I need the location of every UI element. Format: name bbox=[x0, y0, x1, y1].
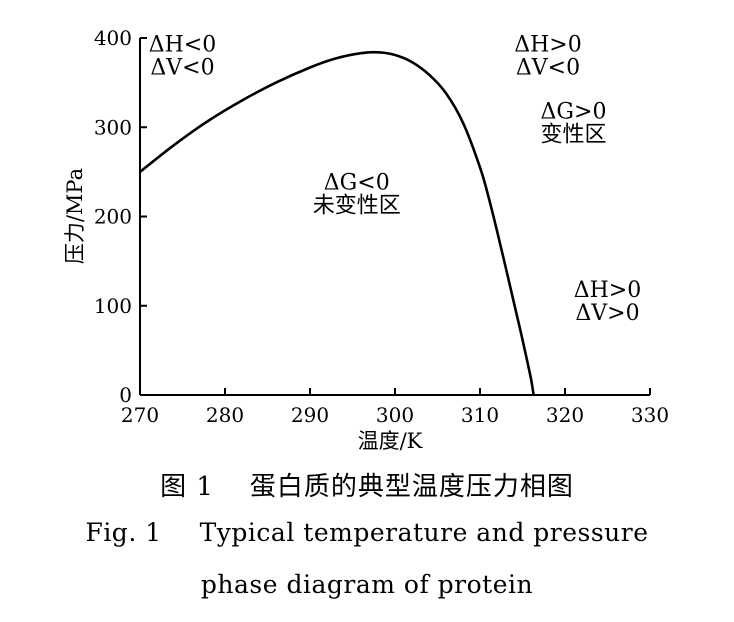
x-tick-label: 300 bbox=[376, 403, 414, 427]
x-tick-label: 270 bbox=[121, 403, 159, 427]
x-tick-label: 330 bbox=[631, 403, 669, 427]
y-axis-label: 压力/MPa bbox=[63, 168, 87, 264]
caption-cn-number: 图 1 bbox=[160, 472, 214, 502]
region-annotation: ΔH>0ΔV<0 bbox=[514, 32, 582, 80]
annotation-line: ΔV<0 bbox=[516, 55, 580, 80]
phase-boundary-curve bbox=[139, 50, 535, 396]
region-annotation: ΔH<0ΔV<0 bbox=[149, 32, 217, 80]
annotation-line: ΔG>0 bbox=[541, 99, 607, 124]
annotation-line: 变性区 bbox=[540, 122, 606, 147]
y-tick-label: 0 bbox=[119, 383, 132, 407]
annotation-line: ΔV<0 bbox=[150, 55, 214, 80]
figure-caption-english-line2: phase diagram of protein bbox=[0, 570, 734, 599]
annotation-line: ΔV>0 bbox=[575, 301, 639, 326]
annotation-line: ΔH>0 bbox=[574, 278, 642, 303]
annotation-line: ΔG<0 bbox=[324, 171, 390, 196]
phase-diagram-chart: 270 280 290 300 310 320 330 0 100 200 300 400 温度/K… bbox=[63, 26, 669, 453]
x-axis-label: 温度/K bbox=[358, 429, 423, 453]
x-tick-label: 280 bbox=[206, 403, 244, 427]
x-tick-label: 290 bbox=[291, 403, 329, 427]
region-annotation: ΔH>0ΔV>0 bbox=[574, 278, 642, 326]
figure-caption-chinese: 图 1 蛋白质的典型温度压力相图 bbox=[0, 466, 734, 503]
caption-cn-text: 蛋白质的典型温度压力相图 bbox=[249, 472, 574, 502]
annotation-line: ΔH>0 bbox=[514, 32, 582, 57]
annotation-line: 未变性区 bbox=[313, 194, 401, 219]
y-tick-label: 100 bbox=[94, 294, 132, 318]
x-tick-label: 310 bbox=[461, 403, 499, 427]
y-tick-label: 200 bbox=[94, 205, 132, 229]
figure-caption-english-line1: Fig. 1 Typical temperature and pressure bbox=[0, 518, 734, 547]
y-tick-label: 400 bbox=[94, 26, 132, 50]
caption-en-text-line1: Typical temperature and pressure bbox=[199, 518, 649, 547]
x-tick-label: 320 bbox=[546, 403, 584, 427]
caption-en-number: Fig. 1 bbox=[85, 518, 162, 547]
annotation-line: ΔH<0 bbox=[149, 32, 217, 57]
x-axis-ticks: 270 280 290 300 310 320 330 bbox=[121, 388, 669, 427]
y-tick-label: 300 bbox=[94, 115, 132, 139]
y-axis-ticks: 0 100 200 300 400 bbox=[94, 26, 147, 407]
caption-en-text-line2: phase diagram of protein bbox=[200, 570, 534, 599]
